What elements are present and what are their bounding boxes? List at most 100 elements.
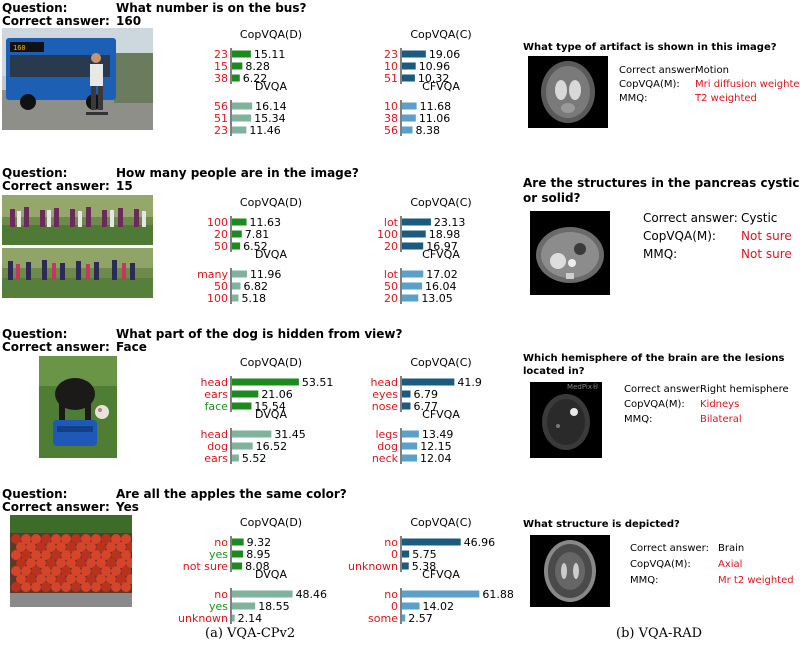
apple <box>51 582 61 592</box>
apple <box>16 574 26 584</box>
panel-title: CopVQA(D) <box>240 516 302 529</box>
apple <box>86 574 96 584</box>
apple <box>111 582 121 592</box>
bar-value-label: 2.14 <box>238 612 262 625</box>
bar <box>402 390 411 398</box>
correct-answer-label: Correct answer: <box>2 179 110 193</box>
bar-label: 50 <box>384 280 398 293</box>
apple <box>126 558 132 568</box>
bar-label: 15 <box>214 60 228 73</box>
apple <box>26 542 36 552</box>
rad-correct-value: Right hemisphere <box>700 384 789 395</box>
bar-panel: CopVQA(D) no 9.32 yes 8.95 not sure 8.08 <box>183 516 302 573</box>
bar-panel: CFVQA no 61.88 0 14.02 some 2.57 <box>368 568 514 625</box>
rad-mmq-label: MMQ: <box>643 247 678 261</box>
rad-mmq-label: MMQ: <box>624 414 653 425</box>
bar-label: 50 <box>214 280 228 293</box>
bar-label: 23 <box>214 48 228 61</box>
apple <box>71 534 81 544</box>
bar <box>402 126 413 134</box>
bar <box>402 282 423 290</box>
bar-value-label: 8.28 <box>245 60 270 73</box>
bar <box>232 590 293 598</box>
apple <box>61 582 71 592</box>
apples-photo <box>10 515 132 607</box>
correct-answer-label: Correct answer: <box>2 340 110 354</box>
bar <box>402 454 418 462</box>
panel-title: CopVQA(C) <box>410 516 471 529</box>
bar-value-label: 11.06 <box>419 112 451 125</box>
rad-question-line: Are the structures in the pancreas cysti… <box>523 176 800 190</box>
apple <box>76 558 86 568</box>
dog-photo <box>39 356 117 458</box>
bar-label: 23 <box>214 124 228 137</box>
rad-correct-value: Cystic <box>741 211 778 225</box>
apple <box>21 550 31 560</box>
apple <box>96 574 106 584</box>
apple <box>91 534 101 544</box>
bar-label: 50 <box>214 240 228 253</box>
apple <box>41 534 51 544</box>
apple <box>86 558 96 568</box>
apple <box>121 582 131 592</box>
apple <box>101 566 111 576</box>
bar-label: ears <box>204 388 228 401</box>
bar-label: head <box>201 376 228 389</box>
panel-title: CFVQA <box>422 408 460 421</box>
bar-label: many <box>197 268 228 281</box>
apple <box>41 550 51 560</box>
bar-panel: DVQA 56 16.14 51 15.34 23 11.46 <box>214 80 287 137</box>
apple <box>81 566 91 576</box>
apple <box>116 542 126 552</box>
bar <box>402 270 424 278</box>
bar <box>402 402 411 410</box>
rad-copvqa-label: CopVQA(M): <box>630 559 691 570</box>
apple <box>61 534 71 544</box>
bar-label: yes <box>209 548 228 561</box>
rad-example-1: What type of artifact is shown in this i… <box>523 42 800 134</box>
bar-label: unknown <box>348 560 398 573</box>
bar-panel: DVQA head 31.45 dog 16.52 ears 5.52 <box>201 408 306 465</box>
panel-title: CFVQA <box>422 568 460 581</box>
bar-value-label: 5.75 <box>412 548 437 561</box>
bar-label: 56 <box>384 124 398 137</box>
bar <box>232 50 251 58</box>
panel-title: CFVQA <box>422 80 460 93</box>
bar-value-label: 10.96 <box>419 60 451 73</box>
apple <box>96 542 106 552</box>
apple <box>71 566 81 576</box>
bar-value-label: 31.45 <box>274 428 306 441</box>
panel-title: CopVQA(C) <box>410 28 471 41</box>
apple <box>11 582 21 592</box>
rad-copvqa-label: CopVQA(M): <box>619 79 680 90</box>
axial-brain-image <box>530 535 610 607</box>
bar-label: head <box>371 376 398 389</box>
apple <box>91 550 101 560</box>
question-label: Question: <box>2 1 68 15</box>
rad-correct-label: Correct answer: <box>624 384 703 395</box>
apple <box>116 558 126 568</box>
bar-panel: CopVQA(D) 23 15.11 15 8.28 38 6.22 <box>214 28 302 85</box>
bar-panel: CopVQA(C) 23 19.06 10 10.96 51 10.32 <box>384 28 472 85</box>
rad-question-line: Which hemisphere of the brain are the le… <box>523 353 785 364</box>
rad-mmq-label: MMQ: <box>619 93 648 104</box>
rad-example-3: Which hemisphere of the brain are the le… <box>523 352 798 462</box>
bar <box>232 402 252 410</box>
apple <box>91 582 101 592</box>
bar-value-label: 16.97 <box>426 240 458 253</box>
bar-panel: CFVQA legs 13.49 dog 12.15 neck 12.04 <box>372 408 461 465</box>
bar-label: not sure <box>183 560 228 573</box>
bar-value-label: 23.13 <box>434 216 466 229</box>
rad-mmq-value: T2 weighted <box>695 93 757 104</box>
apple <box>66 542 76 552</box>
bar-label: legs <box>375 428 398 441</box>
bar-panel: CopVQA(D) head 53.51 ears 21.06 face 15.54 <box>201 356 334 413</box>
bar <box>402 62 416 70</box>
apple <box>31 566 41 576</box>
bar-label: face <box>205 400 229 413</box>
bar-label: eyes <box>372 388 398 401</box>
apple <box>31 550 41 560</box>
bar <box>402 550 410 558</box>
panel-title: DVQA <box>255 80 287 93</box>
